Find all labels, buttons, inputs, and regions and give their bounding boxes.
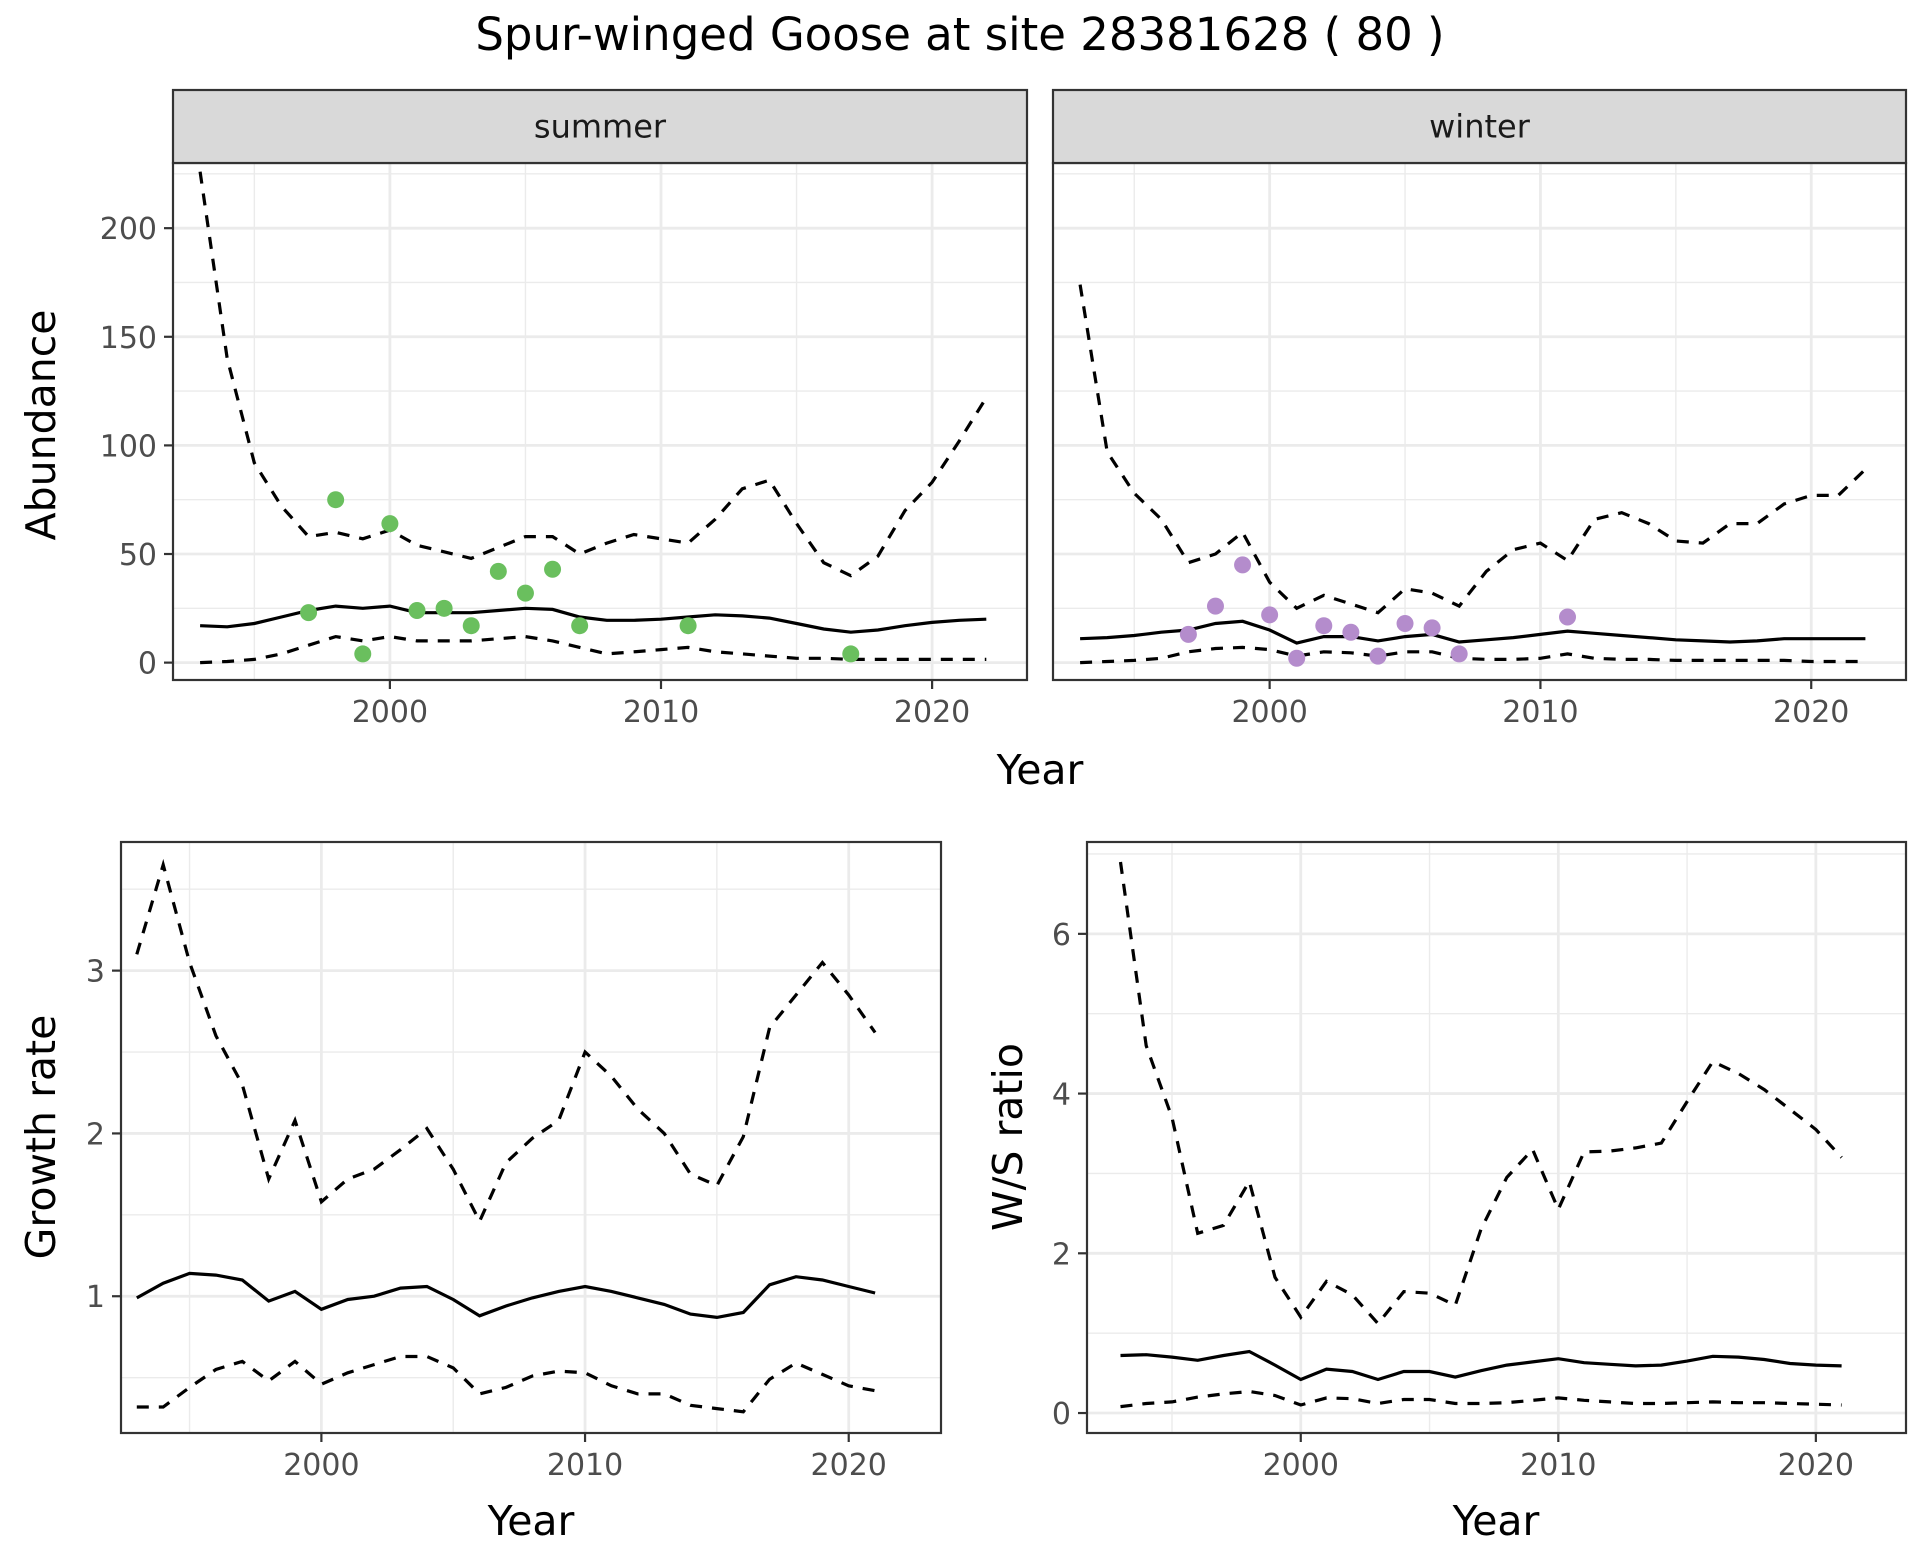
observed-point [354, 645, 372, 663]
lower-bound-line [1080, 645, 1866, 665]
y-tick-label: 2 [1052, 1237, 1071, 1272]
x-tick-label: 2020 [894, 695, 970, 730]
x-axis-title: Year [1452, 1497, 1540, 1545]
observed-point [408, 601, 426, 619]
estimate-line [200, 604, 987, 634]
observed-point [516, 584, 534, 602]
y-tick-label: 3 [86, 955, 105, 990]
lower-bound-line [136, 1354, 876, 1414]
observed-point [462, 617, 480, 635]
estimate-line [1120, 1349, 1842, 1382]
observed-point [544, 560, 562, 578]
upper-bound-line [1078, 284, 1867, 615]
observed-point [1423, 619, 1441, 637]
ws-ratio-panel: 2000 2010 2020 0 2 4 6 Year W/S ratio [984, 840, 1908, 1545]
facet-strip [171, 88, 1029, 165]
y-tick-label: 6 [1052, 918, 1071, 953]
x-tick-label: 2020 [1773, 695, 1849, 730]
x-tick-label: 2000 [1231, 695, 1307, 730]
top-facet-group: summer 2000 2010 2020 0 50 100 150 200 winter 200… [17, 88, 1908, 794]
x-axis-title: Year [487, 1497, 575, 1545]
y-axis-title: Growth rate [17, 1015, 65, 1260]
observed-point [842, 645, 860, 663]
x-tick-label: 2010 [623, 695, 699, 730]
y-tick-label: 0 [1052, 1397, 1071, 1432]
observed-point [435, 599, 453, 617]
estimate-line [136, 1271, 876, 1320]
observed-point [327, 491, 345, 509]
upper-bound-line [135, 858, 877, 1226]
top-x-axis-title: Year [996, 746, 1084, 794]
summer-abundance-panel: summer 2000 2010 2020 0 50 100 150 200 [100, 88, 1029, 730]
upper-bound-line [1118, 861, 1843, 1327]
chart-title: Spur-winged Goose at site 28381628 ( 80 … [475, 8, 1444, 61]
x-tick-label: 2010 [1520, 1448, 1596, 1483]
observed-point [1342, 623, 1360, 641]
plot-area [173, 163, 1027, 680]
observed-point [381, 515, 399, 533]
growth-rate-panel: 2000 2010 2020 1 2 3 Year Growth rate [17, 840, 943, 1545]
x-tick-label: 2000 [1263, 1448, 1339, 1483]
observed-point [1396, 615, 1414, 633]
y-tick-label: 50 [119, 538, 157, 573]
observed-point [1179, 625, 1197, 643]
observed-point [571, 617, 589, 635]
winter-abundance-panel: winter 2000 2010 2020 [1051, 88, 1908, 730]
observed-point [1559, 608, 1577, 626]
y-tick-label: 2 [86, 1117, 105, 1152]
y-tick-label: 0 [138, 647, 157, 682]
y-tick-label: 200 [100, 212, 157, 247]
x-tick-label: 2010 [547, 1448, 623, 1483]
panel-border [1085, 840, 1908, 1435]
facet-label: winter [1429, 108, 1531, 146]
estimate-line [1080, 619, 1866, 645]
x-tick-label: 2020 [811, 1448, 887, 1483]
x-tick-label: 2010 [1502, 695, 1578, 730]
facet-label: summer [534, 108, 667, 146]
observed-point [1450, 645, 1468, 663]
lower-bound-line [1120, 1389, 1842, 1409]
x-tick-label: 2000 [283, 1448, 359, 1483]
plot-area [1053, 163, 1906, 680]
y-axis-title: W/S ratio [984, 1043, 1032, 1231]
plot-area [1087, 842, 1906, 1433]
observed-point [1261, 606, 1279, 624]
observed-point [1234, 556, 1252, 574]
observed-point [1315, 617, 1333, 635]
upper-bound-line [198, 171, 988, 578]
x-tick-label: 2020 [1778, 1448, 1854, 1483]
facet-strip [1051, 88, 1908, 165]
observed-point [1288, 649, 1306, 667]
observed-point [300, 604, 318, 622]
panel-border [119, 840, 943, 1435]
y-tick-label: 1 [86, 1280, 105, 1315]
observed-point [679, 617, 697, 635]
observed-point [1206, 597, 1224, 615]
y-tick-label: 4 [1052, 1078, 1071, 1113]
x-tick-label: 2000 [352, 695, 428, 730]
y-tick-label: 100 [100, 429, 157, 464]
observed-point [1369, 647, 1387, 665]
observed-point [489, 562, 507, 580]
top-y-axis-title: Abundance [17, 310, 65, 541]
y-tick-label: 150 [100, 321, 157, 356]
